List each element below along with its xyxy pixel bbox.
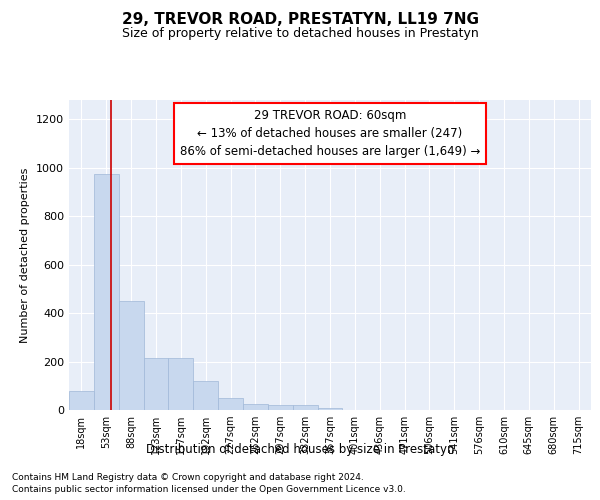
Bar xyxy=(243,404,268,410)
Bar xyxy=(94,174,119,410)
Text: Distribution of detached houses by size in Prestatyn: Distribution of detached houses by size … xyxy=(146,442,454,456)
Y-axis label: Number of detached properties: Number of detached properties xyxy=(20,168,31,342)
Text: Size of property relative to detached houses in Prestatyn: Size of property relative to detached ho… xyxy=(122,28,478,40)
Text: Contains public sector information licensed under the Open Government Licence v3: Contains public sector information licen… xyxy=(12,485,406,494)
Bar xyxy=(317,408,343,410)
Bar xyxy=(218,398,243,410)
Bar xyxy=(119,301,143,410)
Text: 29 TREVOR ROAD: 60sqm
← 13% of detached houses are smaller (247)
86% of semi-det: 29 TREVOR ROAD: 60sqm ← 13% of detached … xyxy=(180,110,480,158)
Bar xyxy=(268,404,293,410)
Text: 29, TREVOR ROAD, PRESTATYN, LL19 7NG: 29, TREVOR ROAD, PRESTATYN, LL19 7NG xyxy=(121,12,479,28)
Bar xyxy=(293,405,317,410)
Bar xyxy=(193,381,218,410)
Bar xyxy=(169,358,193,410)
Text: Contains HM Land Registry data © Crown copyright and database right 2024.: Contains HM Land Registry data © Crown c… xyxy=(12,472,364,482)
Bar xyxy=(143,358,169,410)
Bar xyxy=(69,390,94,410)
